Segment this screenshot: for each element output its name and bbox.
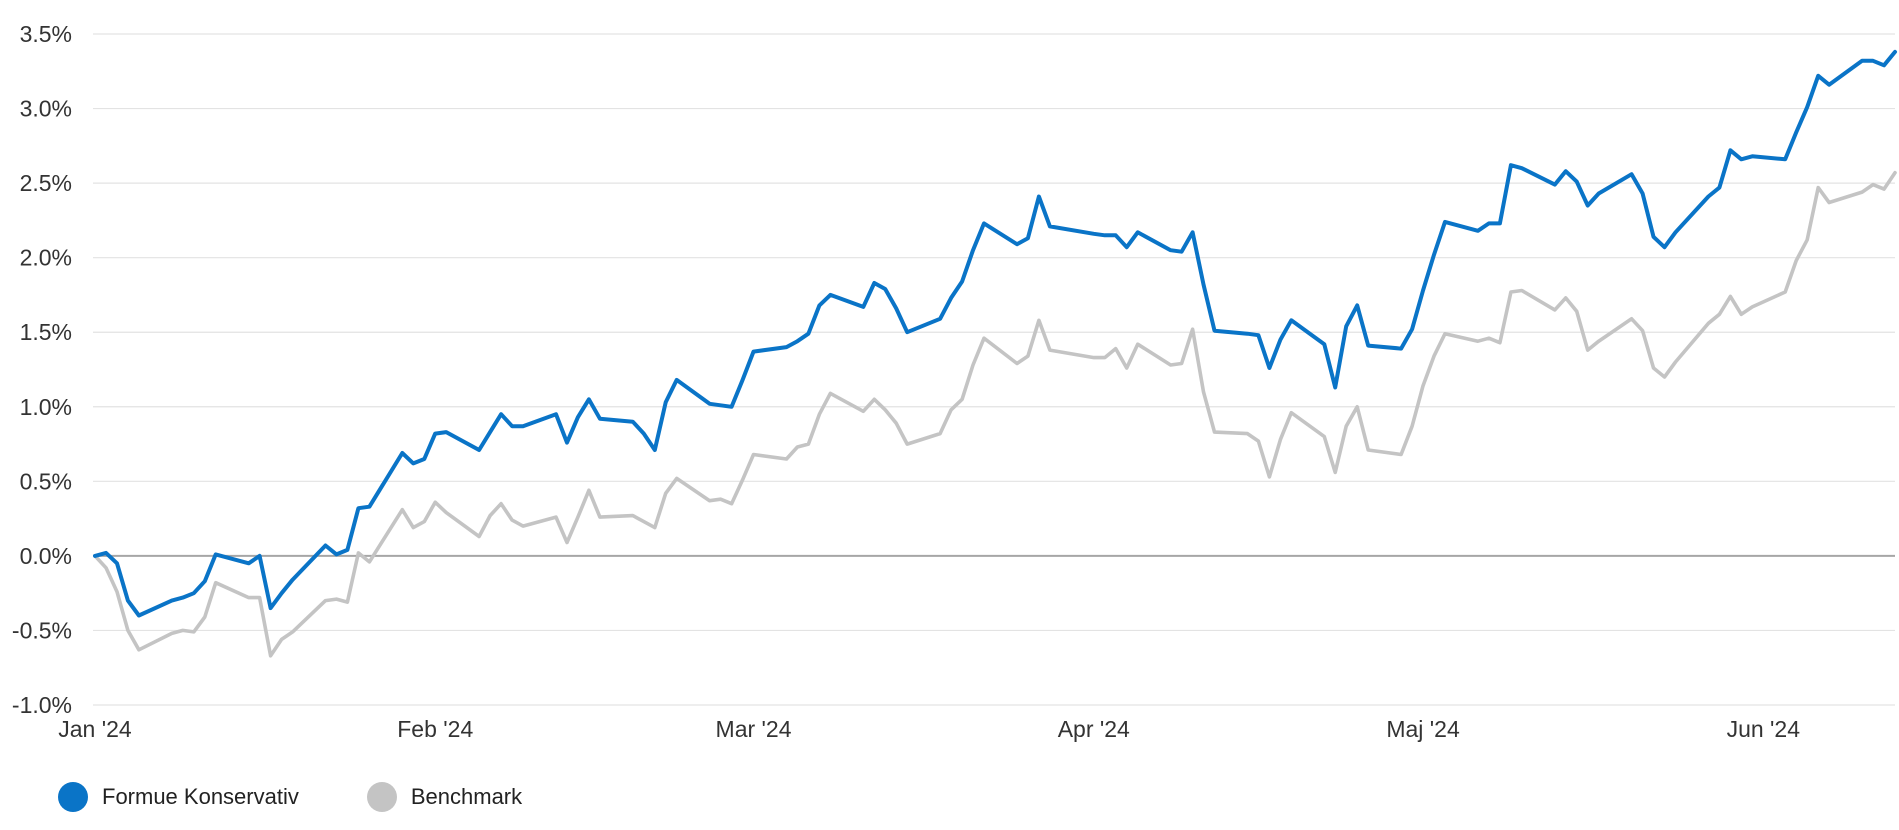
y-tick-label: 0.0%	[20, 543, 72, 569]
legend-marker-formue-konservativ	[58, 782, 88, 812]
x-tick-label: Feb '24	[397, 716, 473, 742]
y-tick-label: 0.5%	[20, 468, 72, 494]
legend-item-benchmark[interactable]: Benchmark	[366, 782, 523, 812]
y-tick-label: -1.0%	[12, 692, 72, 718]
x-tick-label: Mar '24	[716, 716, 792, 742]
y-tick-label: -0.5%	[12, 617, 72, 643]
y-axis-tick-labels: -1.0% -0.5% 0.0% 0.5% 1.0% 1.5% 2.0% 2.5% 3.0% 3.…	[12, 21, 72, 718]
legend: Formue Konservativ Benchmark	[58, 782, 590, 812]
y-tick-label: 3.5%	[20, 21, 72, 47]
x-tick-label: Jan '24	[58, 716, 132, 742]
legend-label-formue-konservativ: Formue Konservativ	[102, 784, 299, 809]
performance-line-chart: -1.0% -0.5% 0.0% 0.5% 1.0% 1.5% 2.0% 2.5% 3.0% 3.…	[12, 21, 1897, 742]
legend-item-formue-konservativ[interactable]: Formue Konservativ	[58, 782, 299, 812]
legend-label-benchmark: Benchmark	[410, 784, 523, 809]
y-tick-label: 1.0%	[20, 394, 72, 420]
series-line-formue-konservativ	[93, 49, 1897, 618]
y-tick-label: 2.5%	[20, 170, 72, 196]
x-axis-tick-labels: Jan '24 Feb '24 Mar '24 Apr '24 Maj '24 Jun '…	[58, 716, 1800, 742]
y-tick-label: 1.5%	[20, 319, 72, 345]
series-line-benchmark	[93, 170, 1897, 658]
gridlines	[93, 33, 1895, 706]
y-tick-label: 2.0%	[20, 245, 72, 271]
x-tick-label: Maj '24	[1386, 716, 1460, 742]
series-lines	[93, 49, 1897, 658]
legend-marker-benchmark	[366, 782, 397, 812]
x-tick-label: Jun '24	[1727, 716, 1801, 742]
x-tick-label: Apr '24	[1058, 716, 1130, 742]
y-tick-label: 3.0%	[20, 96, 72, 122]
